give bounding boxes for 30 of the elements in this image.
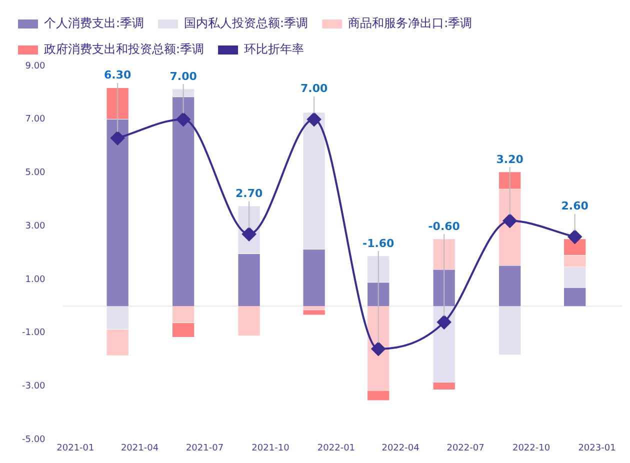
data-label: 7.00 [300, 82, 328, 96]
x-tick-label: 2022-10 [512, 443, 550, 454]
data-label: 3.20 [496, 152, 524, 166]
y-tick-label: 7.00 [25, 114, 46, 125]
y-tick-label: 3.00 [25, 221, 46, 232]
y-tick-label: 9.00 [25, 61, 46, 72]
x-tick-label: 2022-01 [317, 443, 356, 454]
x-tick-label: 2023-01 [578, 443, 616, 454]
x-tick-label: 2021-07 [186, 443, 224, 454]
y-tick-label: 1.00 [25, 274, 46, 285]
y-tick-label: -3.00 [22, 382, 46, 392]
y-tick-label: -1.00 [22, 328, 46, 338]
data-label: 6.30 [104, 68, 132, 82]
y-tick-label: 5.00 [25, 168, 46, 178]
y-tick-label: -5.00 [22, 434, 46, 445]
legend-label: 政府消费支出和投资总额:季调 [44, 42, 204, 56]
data-label: 2.60 [561, 200, 589, 213]
data-label: 7.00 [170, 70, 198, 83]
legend-label: 国内私人投资总额:季调 [184, 16, 308, 30]
legend-label: 商品和服务净出口:季调 [348, 16, 472, 30]
legend-label: 环比折年率 [244, 42, 304, 56]
x-tick-label: 2021-04 [120, 443, 159, 454]
data-label: -0.60 [428, 220, 460, 233]
legend-label: 个人消费支出:季调 [44, 16, 144, 30]
x-tick-label: 2022-07 [446, 443, 484, 454]
x-tick-label: 2021-10 [252, 443, 290, 454]
x-tick-label: 2022-04 [382, 443, 420, 454]
data-label: 2.70 [235, 186, 263, 200]
data-label: -1.60 [362, 236, 395, 250]
x-tick-label: 2021-01 [56, 443, 94, 454]
